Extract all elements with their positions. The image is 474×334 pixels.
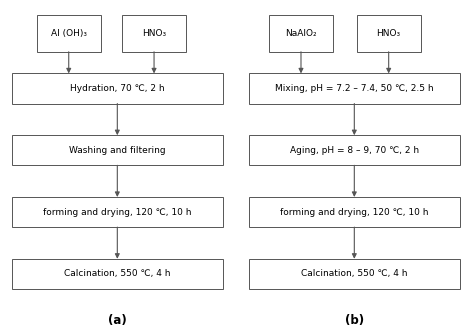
Bar [249,259,460,289]
Text: (a): (a) [108,314,127,327]
Text: Washing and filtering: Washing and filtering [69,146,165,155]
Text: HNO₃: HNO₃ [142,29,166,38]
Text: Mixing, pH = 7.2 – 7.4, 50 ℃, 2.5 h: Mixing, pH = 7.2 – 7.4, 50 ℃, 2.5 h [275,84,434,93]
Bar [249,197,460,227]
Text: Calcination, 550 ℃, 4 h: Calcination, 550 ℃, 4 h [64,270,171,278]
Text: HNO₃: HNO₃ [377,29,401,38]
Text: Calcination, 550 ℃, 4 h: Calcination, 550 ℃, 4 h [301,270,408,278]
Text: Hydration, 70 ℃, 2 h: Hydration, 70 ℃, 2 h [70,84,164,93]
Text: forming and drying, 120 ℃, 10 h: forming and drying, 120 ℃, 10 h [43,208,191,216]
Text: NaAlO₂: NaAlO₂ [285,29,317,38]
Bar [269,15,333,52]
Bar [122,15,186,52]
Bar [249,135,460,165]
Bar [356,15,421,52]
Bar [12,135,223,165]
Text: forming and drying, 120 ℃, 10 h: forming and drying, 120 ℃, 10 h [280,208,428,216]
Bar [36,15,100,52]
Bar [12,197,223,227]
Bar [12,73,223,104]
Text: Al (OH)₃: Al (OH)₃ [51,29,87,38]
Text: (b): (b) [345,314,364,327]
Text: Aging, pH = 8 – 9, 70 ℃, 2 h: Aging, pH = 8 – 9, 70 ℃, 2 h [290,146,419,155]
Bar [249,73,460,104]
Bar [12,259,223,289]
